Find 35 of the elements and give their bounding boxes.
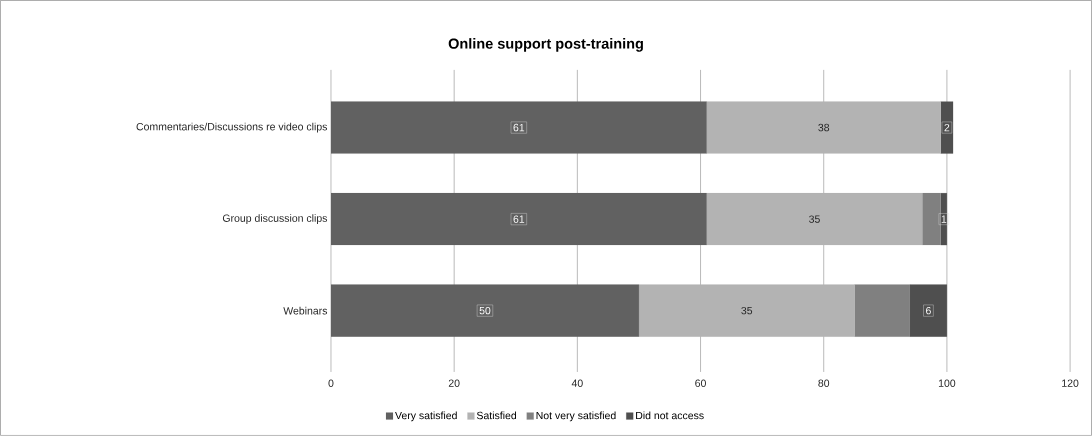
legend-label: Satisfied [476,411,517,420]
legend-label: Not very satisfied [536,411,616,422]
legend-label: Did not access [636,411,704,420]
data-label: 38 [818,123,830,132]
bar [638,284,855,337]
bar [940,101,954,154]
legend-label: Very satisfied [395,411,457,422]
x-tick-label: 40 [571,379,583,387]
data-label: 2 [944,123,950,132]
chart-title: Online support post-training [448,38,643,52]
bar [706,193,923,246]
bar [330,193,707,246]
data-label: 35 [809,215,820,223]
y-tick-label: Webinars [283,306,328,315]
x-tick-label: 120 [1062,379,1079,387]
data-label: 1 [941,215,947,223]
x-tick-label: 20 [448,379,460,387]
data-label: 61 [513,123,525,132]
data-label: 50 [479,306,491,315]
y-tick-label: Group discussion clips [222,214,328,225]
x-tick-label: 0 [328,379,334,387]
data-label: 61 [513,215,525,223]
x-tick-label: 100 [938,379,956,387]
bar [909,284,947,337]
bar [330,101,707,154]
x-tick-label: 60 [695,379,706,387]
data-label: 35 [741,306,753,315]
bar [706,101,941,154]
y-tick-label: Commentaries/Discussions re video clips [136,122,328,133]
x-tick-label: 80 [818,379,830,387]
bar [940,193,947,246]
bar [330,284,639,337]
data-label: 6 [926,306,931,315]
bar [854,284,911,337]
bar [922,193,941,246]
